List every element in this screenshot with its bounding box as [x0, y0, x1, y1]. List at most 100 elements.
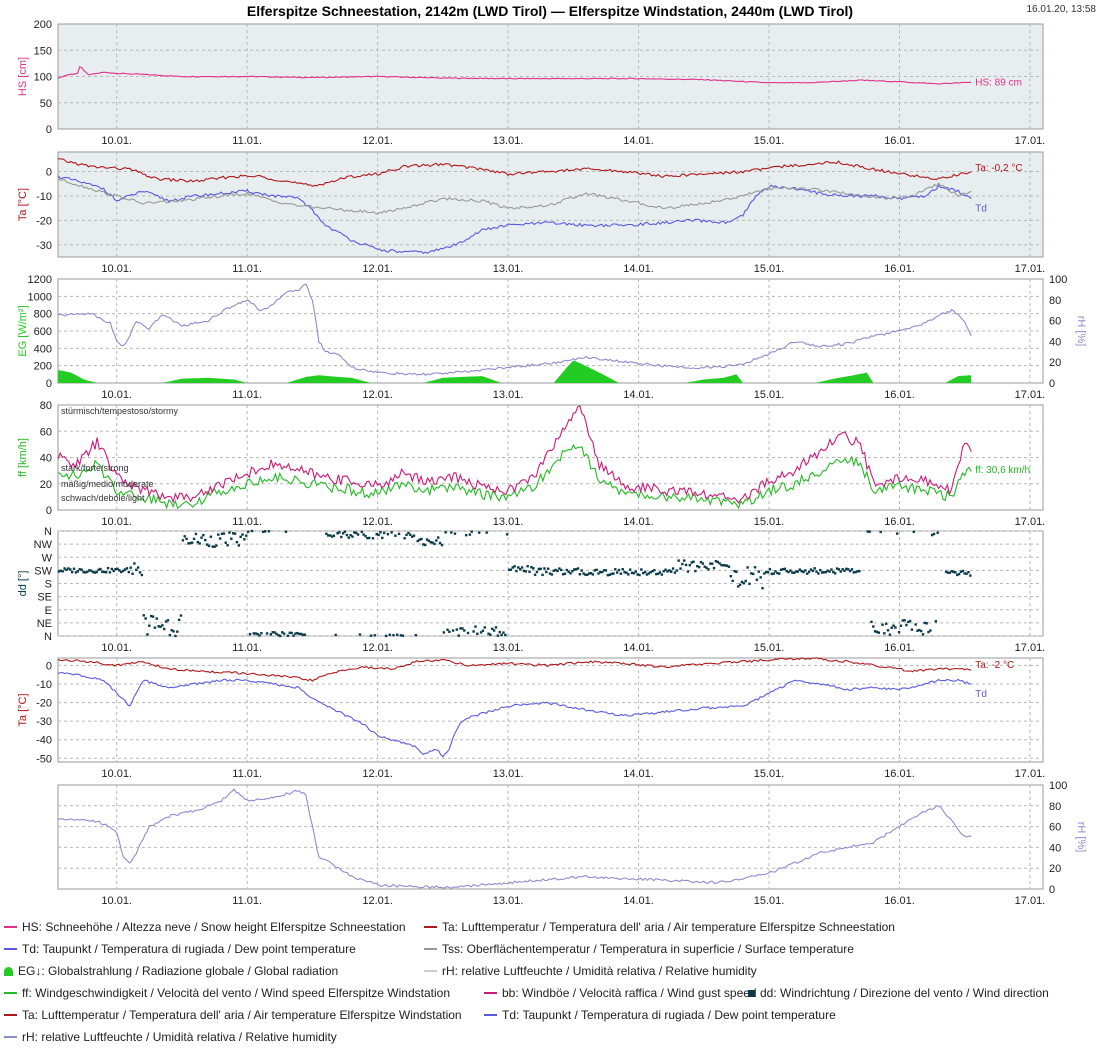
- legend-item-td: Td: Taupunkt / Temperatura di rugiada / …: [4, 938, 356, 960]
- dd-point: [237, 544, 240, 547]
- dd-point: [892, 624, 895, 627]
- dd-point: [817, 572, 820, 575]
- y-tick-label: N: [44, 631, 52, 643]
- dd-point: [636, 573, 639, 576]
- dd-point: [410, 535, 414, 538]
- dd-point: [211, 545, 214, 548]
- dd-point: [123, 568, 127, 571]
- dd-point: [936, 531, 939, 534]
- dd-point: [905, 623, 908, 627]
- legend-swatch: [424, 970, 437, 972]
- series-Tss-line: [57, 178, 972, 215]
- dd-point: [894, 626, 897, 629]
- dd-point: [483, 626, 487, 629]
- dd-point: [632, 572, 636, 575]
- x-tick-label: 11.01.: [232, 768, 262, 780]
- dd-point: [121, 569, 125, 573]
- y-axis-label: HS [cm]: [17, 57, 29, 96]
- dd-point: [358, 633, 362, 636]
- dd-point: [108, 571, 112, 574]
- dd-point: [841, 568, 844, 571]
- dd-point: [948, 571, 952, 574]
- y2-tick-label: 40: [1049, 842, 1061, 854]
- dd-point: [573, 568, 576, 571]
- dd-point: [498, 630, 501, 634]
- series-Ta-line: [57, 657, 972, 682]
- dd-point: [847, 568, 850, 571]
- dd-point: [222, 532, 226, 535]
- dd-point: [811, 569, 815, 573]
- dd-point: [135, 568, 138, 572]
- dd-point: [198, 542, 201, 545]
- x-tick-label: 17.01.: [1015, 895, 1046, 907]
- dd-point: [963, 572, 966, 575]
- dd-point: [956, 573, 959, 577]
- dd-point: [929, 629, 932, 632]
- dd-point: [854, 570, 857, 574]
- dd-point: [792, 571, 796, 574]
- legend-swatch: [424, 948, 437, 950]
- dd-point: [569, 572, 572, 575]
- dd-point: [149, 614, 153, 618]
- dd-point: [177, 618, 181, 622]
- dd-point: [576, 567, 580, 570]
- dd-point: [427, 539, 431, 542]
- dd-point: [802, 570, 805, 574]
- dd-point: [91, 570, 95, 574]
- y-tick-label: 0: [46, 505, 52, 517]
- dd-point: [647, 572, 651, 575]
- y-tick-label: 1000: [28, 291, 52, 303]
- y-tick-label: -40: [36, 735, 52, 747]
- legend-item-bb: bb: Windböe / Velocità raffica / Wind gu…: [484, 982, 757, 1004]
- dd-point: [290, 631, 293, 635]
- dd-point: [185, 537, 188, 541]
- dd-point: [714, 560, 718, 563]
- dd-point: [768, 568, 772, 571]
- x-tick-label: 14.01.: [623, 768, 654, 780]
- dd-point: [356, 533, 360, 536]
- dd-point: [392, 633, 395, 637]
- x-tick-label: 14.01.: [623, 263, 654, 275]
- dd-point: [807, 570, 811, 574]
- dd-point: [774, 570, 777, 573]
- series-end-label: Td: [975, 203, 987, 214]
- dd-point: [653, 568, 656, 572]
- dd-point: [755, 578, 759, 581]
- x-tick-label: 16.01.: [884, 389, 915, 401]
- dd-point: [422, 543, 425, 546]
- dd-point: [794, 570, 798, 573]
- dd-point: [837, 568, 841, 571]
- x-tick-label: 15.01.: [754, 895, 785, 907]
- dd-point: [627, 573, 630, 576]
- dd-point: [806, 572, 809, 575]
- dd-point: [340, 535, 343, 539]
- legend-label: rH: relative Luftfeuchte / Umidità relat…: [22, 1030, 337, 1044]
- x-tick-label: 14.01.: [623, 135, 654, 147]
- dd-point: [388, 633, 391, 637]
- dd-point: [332, 534, 336, 538]
- chart-panels: 10.01. 11.01. 12.01. 13.01. 14.01. 15.01. 16.0…: [17, 19, 1087, 907]
- dd-point: [330, 535, 334, 538]
- dd-point: [423, 543, 427, 547]
- chart-timestamp: 16.01.20, 13:58: [1026, 4, 1096, 15]
- y-tick-label: 0: [46, 167, 52, 179]
- y-tick-label: 400: [34, 343, 52, 355]
- dd-point: [269, 633, 273, 636]
- plot-area: [57, 784, 1044, 890]
- dd-point: [366, 536, 369, 540]
- dd-point: [327, 534, 330, 537]
- dd-point: [554, 568, 557, 572]
- x-tick-label: 13.01.: [493, 516, 524, 528]
- dd-point: [535, 570, 539, 574]
- dd-point: [224, 541, 227, 544]
- dd-point: [883, 632, 886, 635]
- dd-point: [813, 567, 816, 570]
- dd-point: [703, 565, 706, 568]
- dd-point: [336, 532, 339, 535]
- dd-point: [296, 631, 299, 635]
- x-tick-label: 17.01.: [1015, 642, 1046, 654]
- dd-point: [560, 568, 563, 572]
- legend-item-dd: dd: Windrichtung / Direzione del vento /…: [748, 982, 1049, 1004]
- x-tick-label: 15.01.: [754, 516, 785, 528]
- dd-point: [65, 568, 68, 572]
